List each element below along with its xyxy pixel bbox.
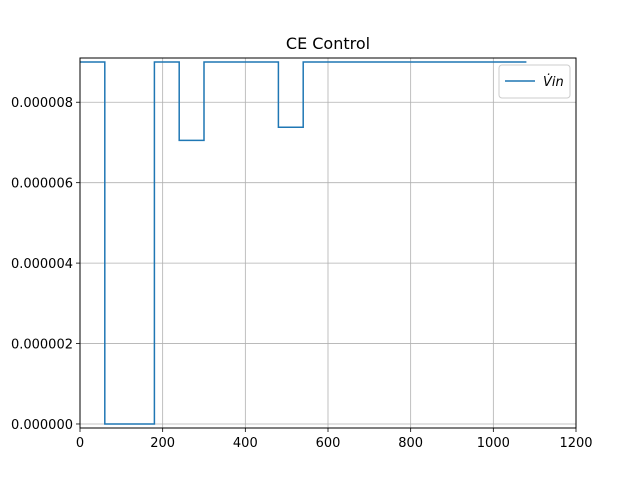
x-tick-label: 0 [76, 436, 84, 451]
y-tick-label: 0.000008 [11, 96, 73, 111]
x-tick-label: 200 [150, 436, 175, 451]
y-tick-label: 0.000002 [11, 338, 73, 353]
x-axis: 0 200 400 600 800 1000 1200 [76, 428, 593, 451]
x-tick-label: 1200 [559, 436, 592, 451]
chart-title: CE Control [286, 34, 370, 53]
series-layer [80, 61, 527, 425]
y-tick-label: 0.000006 [11, 177, 73, 192]
x-tick-label: 600 [316, 436, 341, 451]
grid [79, 58, 577, 428]
x-tick-label: 400 [233, 436, 258, 451]
series-line [80, 61, 527, 425]
legend-label: V̇in [543, 75, 564, 90]
y-tick-label: 0.000004 [11, 257, 73, 272]
x-tick-label: 800 [398, 436, 423, 451]
y-axis: 0.000000 0.000002 0.000004 0.000006 0.000008 [11, 96, 80, 433]
legend: V̇in [498, 64, 571, 99]
y-tick-label: 0.000000 [11, 418, 73, 433]
x-tick-label: 1000 [477, 436, 510, 451]
